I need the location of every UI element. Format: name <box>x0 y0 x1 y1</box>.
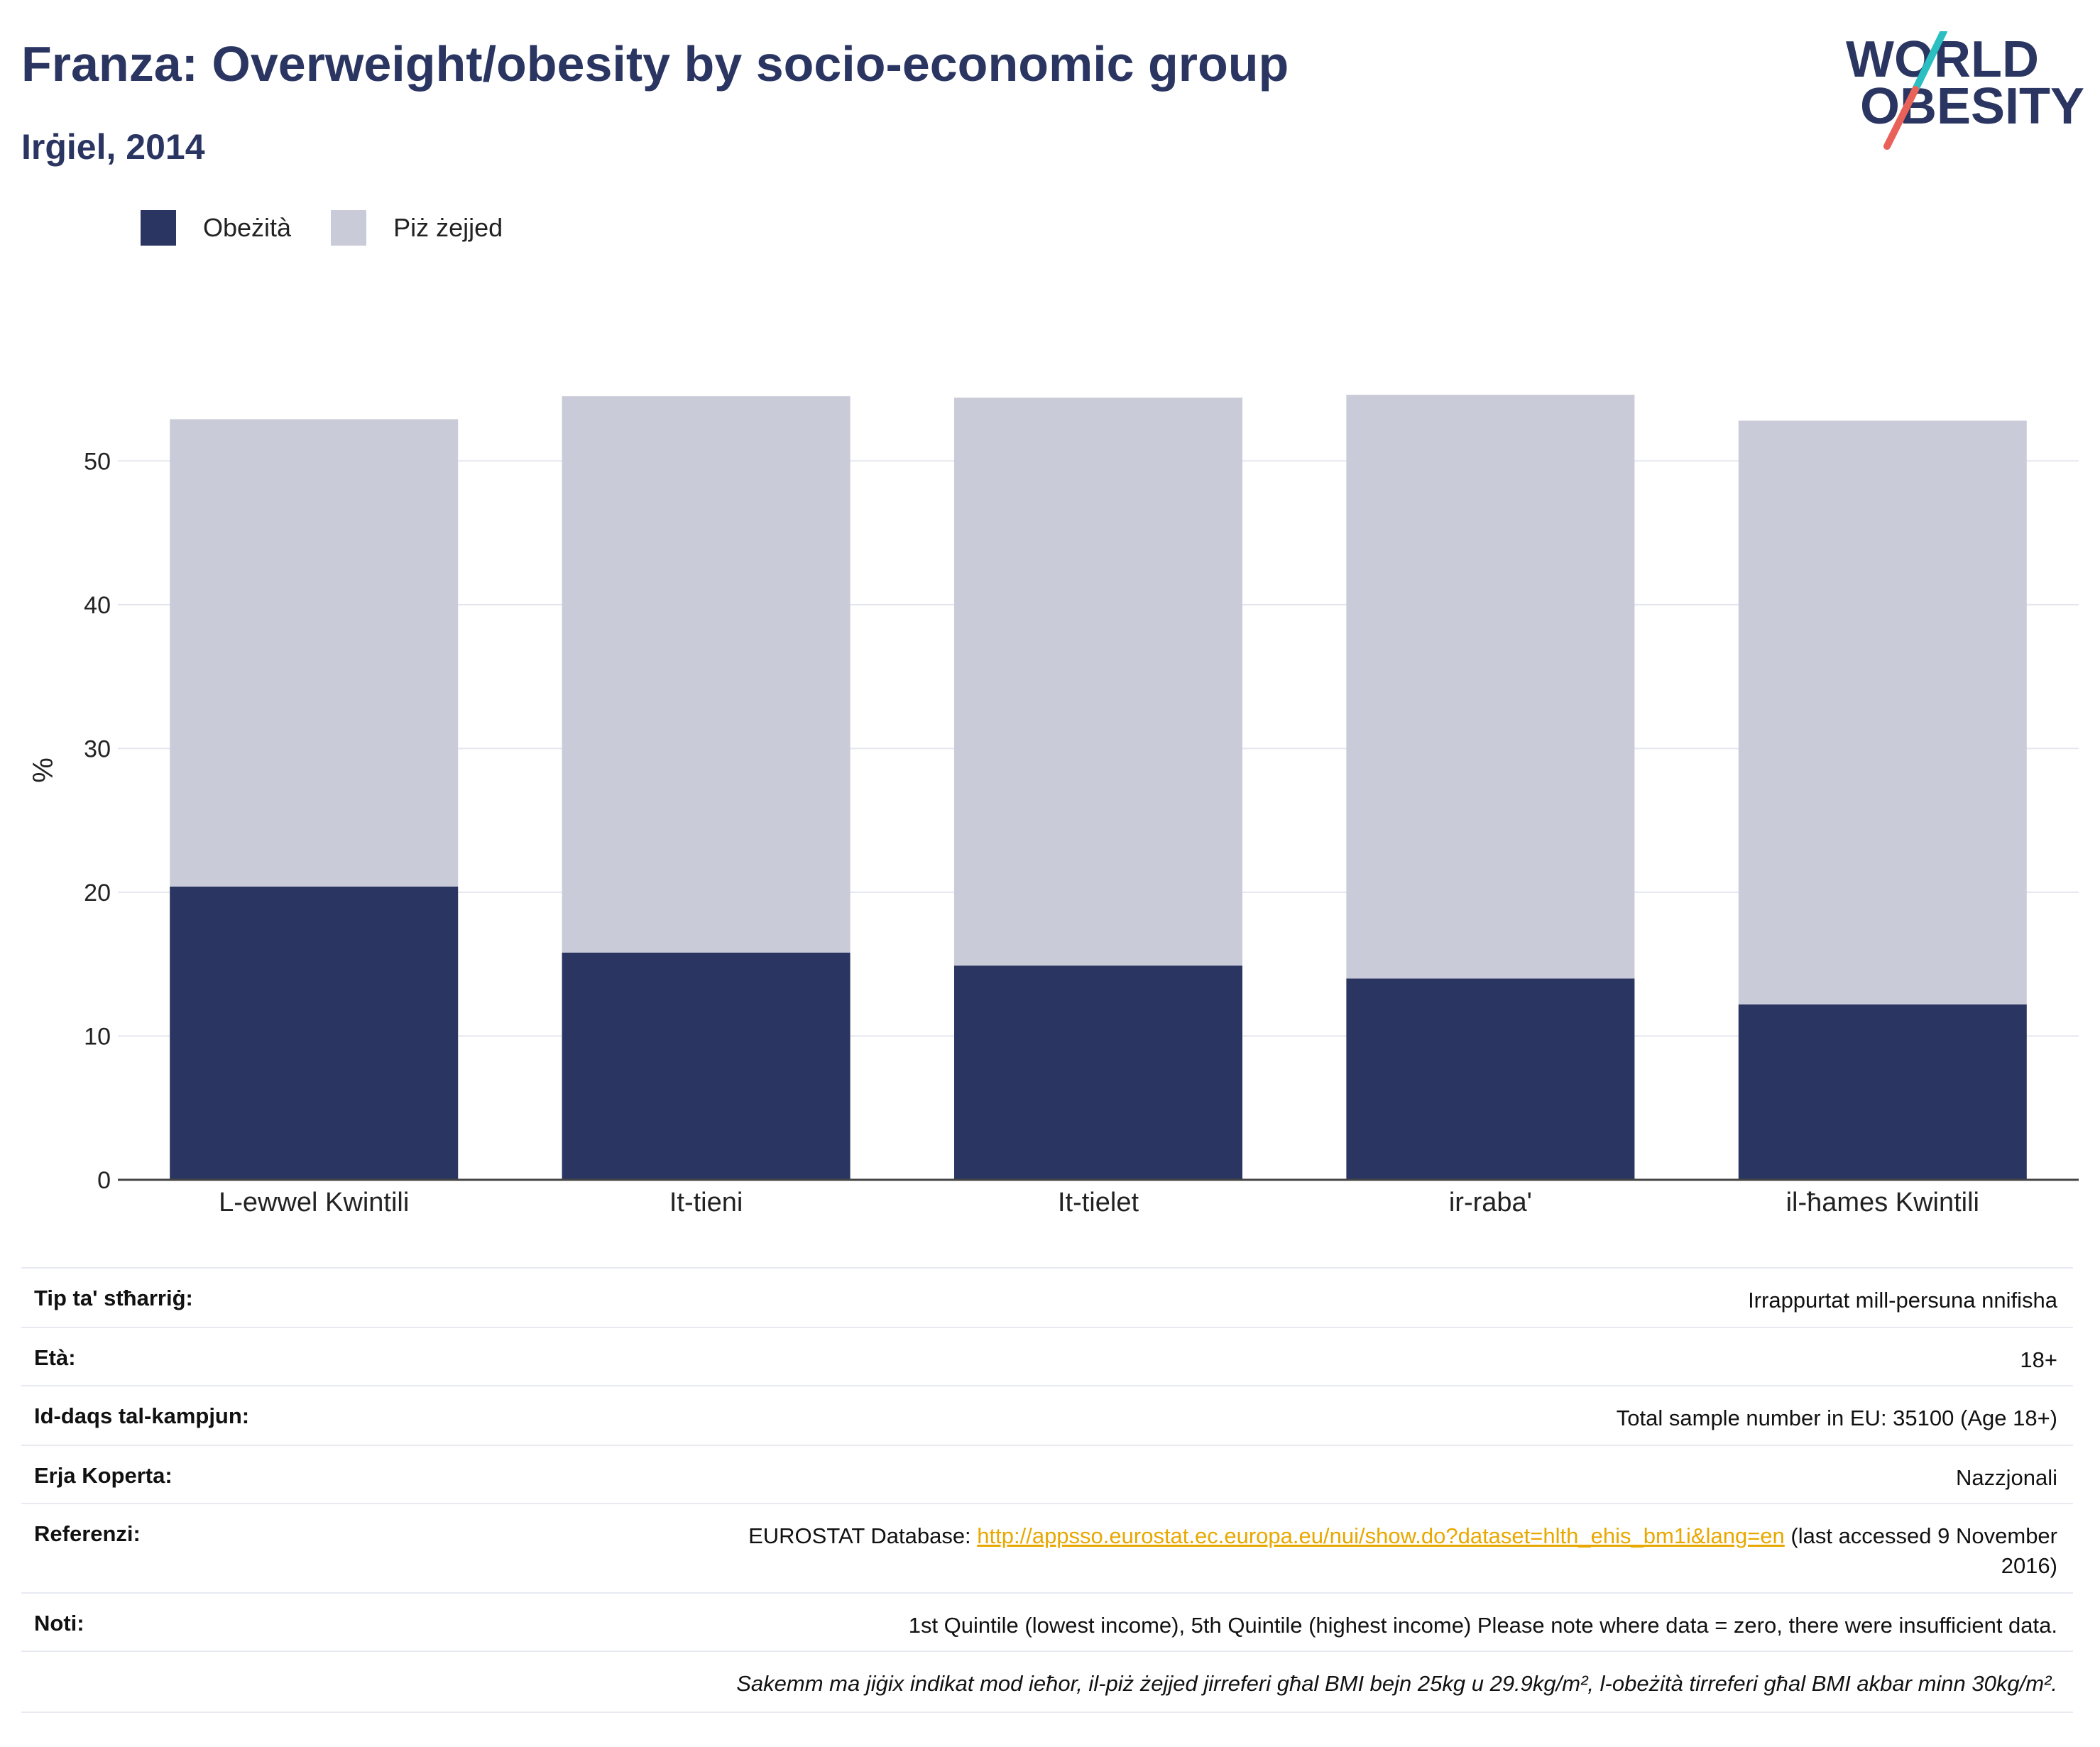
y-tick-label-20: 20 <box>84 880 111 907</box>
axis-labels: 0 10 20 30 40 50 L-ewwel Kwintili It-tieni It-ti… <box>28 448 1979 1217</box>
bar-obesity-0 <box>170 886 459 1180</box>
bar-obesity-3 <box>1346 978 1635 1180</box>
logo-slash-top <box>1912 28 1947 93</box>
y-axis-title: % <box>28 757 59 783</box>
chart-title: Franza: Overweight/obesity by socio-econ… <box>21 36 1289 92</box>
legend-swatch-obesity <box>141 210 176 246</box>
legend-swatch-overweight <box>331 210 367 246</box>
y-tick-label-40: 40 <box>84 592 111 619</box>
reference-suffix-line2: 2016) <box>2001 1553 2057 1578</box>
bar-obesity-2 <box>953 965 1243 1180</box>
info-value-definition: Sakemm ma jiġix indikat mod ieħor, il-pi… <box>736 1671 2057 1696</box>
bar-obesity-1 <box>562 952 851 1180</box>
x-tick-label-0: L-ewwel Kwintili <box>219 1188 409 1217</box>
legend-item-obesity[interactable]: Obeżità <box>141 210 291 246</box>
bar-chart: 0 10 20 30 40 50 L-ewwel Kwintili It-tieni It-ti… <box>28 395 2079 1217</box>
info-key-notes: Noti: <box>34 1611 84 1636</box>
y-tick-label-30: 30 <box>84 735 111 762</box>
info-value-notes: 1st Quintile (lowest income), 5th Quinti… <box>908 1613 2057 1638</box>
legend-item-overweight[interactable]: Piż żejjed <box>331 210 503 246</box>
bar-overweight-0 <box>170 419 459 887</box>
x-tick-label-2: It-tielet <box>1058 1188 1139 1217</box>
world-obesity-logo-graphic: WORLD OBESITY <box>1846 28 2084 150</box>
info-value-area-covered: Nazzjonali <box>1955 1465 2057 1490</box>
bars <box>170 395 2027 1180</box>
bar-obesity-4 <box>1738 1004 2027 1180</box>
x-tick-label-1: It-tieni <box>669 1188 743 1217</box>
world-obesity-logo: WORLD OBESITY <box>1846 28 2087 152</box>
info-key-sample-size: Id-daqs tal-kampjun: <box>34 1403 250 1428</box>
reference-prefix: EUROSTAT Database: <box>748 1523 978 1548</box>
info-key-age: Età: <box>34 1345 76 1370</box>
bar-overweight-2 <box>953 398 1243 966</box>
bar-overweight-3 <box>1346 395 1635 979</box>
info-row-definition: Sakemm ma jiġix indikat mod ieħor, il-pi… <box>21 1652 2073 1713</box>
info-key-survey-type: Tip ta' stħarriġ: <box>34 1286 193 1310</box>
info-value-age: 18+ <box>2020 1347 2057 1372</box>
logo-slash-bottom <box>1883 86 1919 150</box>
x-tick-label-4: il-ħames Kwintili <box>1786 1188 1979 1217</box>
chart-legend: Obeżità Piż żejjed <box>141 210 542 246</box>
reference-link[interactable]: http://appsso.eurostat.ec.europa.eu/nui/… <box>977 1523 1785 1548</box>
info-value-sample-size: Total sample number in EU: 35100 (Age 18… <box>1616 1406 2057 1430</box>
x-tick-label-3: ir-raba' <box>1449 1188 1532 1217</box>
info-table: Tip ta' stħarriġ: Irrappurtat mill-persu… <box>21 1267 2073 1713</box>
info-key-references: Referenzi: <box>34 1521 141 1546</box>
y-tick-label-10: 10 <box>84 1023 111 1050</box>
info-value-references: EUROSTAT Database: http://appsso.eurosta… <box>748 1504 2073 1592</box>
info-row-survey-type: Tip ta' stħarriġ: Irrappurtat mill-persu… <box>21 1269 2073 1328</box>
reference-suffix-line1: (last accessed 9 November <box>1784 1523 2057 1548</box>
info-row-age: Età: 18+ <box>21 1328 2073 1386</box>
info-value-survey-type: Irrappurtat mill-persuna nnifisha <box>1748 1288 2057 1313</box>
info-row-area-covered: Erja Koperta: Nazzjonali <box>21 1446 2073 1504</box>
legend-label-obesity: Obeżità <box>203 213 292 242</box>
bar-overweight-4 <box>1738 420 2027 1004</box>
info-row-notes: Noti: 1st Quintile (lowest income), 5th … <box>21 1594 2073 1652</box>
y-tick-label-0: 0 <box>97 1167 111 1194</box>
info-key-area-covered: Erja Koperta: <box>34 1463 173 1488</box>
legend-label-overweight: Piż żejjed <box>393 213 503 242</box>
info-row-references: Referenzi: EUROSTAT Database: http://app… <box>21 1504 2073 1594</box>
bar-overweight-1 <box>562 396 851 953</box>
chart-subtitle: Irġiel, 2014 <box>21 127 205 167</box>
info-row-sample-size: Id-daqs tal-kampjun: Total sample number… <box>21 1386 2073 1446</box>
y-tick-label-50: 50 <box>84 448 111 475</box>
info-divider <box>21 1267 2073 1269</box>
